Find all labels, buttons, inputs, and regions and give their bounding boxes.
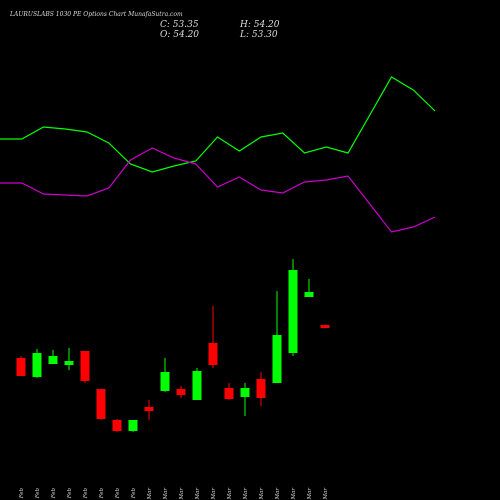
candle-body [272,335,282,383]
x-tick-label: 07 Mar [211,488,217,500]
candle-body [192,371,202,400]
x-tick-label: 18 Feb [19,488,25,500]
x-tick-label: 04 Mar [163,488,169,500]
header-high: H: 54.20 [239,20,280,30]
candle-body [144,407,154,411]
candle-body [80,351,90,381]
header-close: C: 53.35 [160,20,199,30]
x-tick-label: 20 Feb [51,488,57,500]
x-tick-label: 27 Feb [131,488,137,500]
candle-body [112,420,122,431]
candle-body [160,372,170,391]
header-open: O: 54.20 [160,30,199,40]
candle-body [320,325,330,329]
candle-body [16,358,26,376]
candle-body [48,356,58,364]
candle-body [128,420,138,431]
candle-body [96,389,106,419]
candle-body [32,353,42,377]
candle-body [240,388,250,397]
header-low: L: 53.30 [239,30,278,40]
x-tick-label: 24 Feb [83,488,89,500]
x-tick-label: 13 Mar [275,488,281,500]
x-tick-label: 17 Mar [291,488,297,500]
x-tick-label: 19 Feb [35,488,41,500]
chart-title: LAURUSLABS 1030 PE Options Chart MunafaS… [9,11,183,18]
candle-body [288,270,298,353]
candle-body [256,379,266,398]
x-tick-label: 21 Feb [67,488,73,500]
x-tick-label: 10 Mar [227,488,233,500]
x-tick-label: 05 Mar [179,488,185,500]
x-tick-label: 06 Mar [195,488,201,500]
candle-body [208,343,218,365]
indicator-line [0,147,436,233]
indicator-line [0,76,436,173]
x-tick-label: 03 Mar [147,488,153,500]
candle-body [224,388,234,399]
candle-body [176,389,186,395]
x-tick-label: 12 Mar [259,488,265,500]
x-tick-label: 19 Mar [323,488,329,500]
x-tick-label: 26 Feb [115,488,121,500]
x-tick-label: 25 Feb [99,488,105,500]
candle-body [64,361,74,365]
candle-body [304,292,314,297]
x-tick-label: 18 Mar [307,488,313,500]
x-tick-label: 11 Mar [243,488,249,500]
